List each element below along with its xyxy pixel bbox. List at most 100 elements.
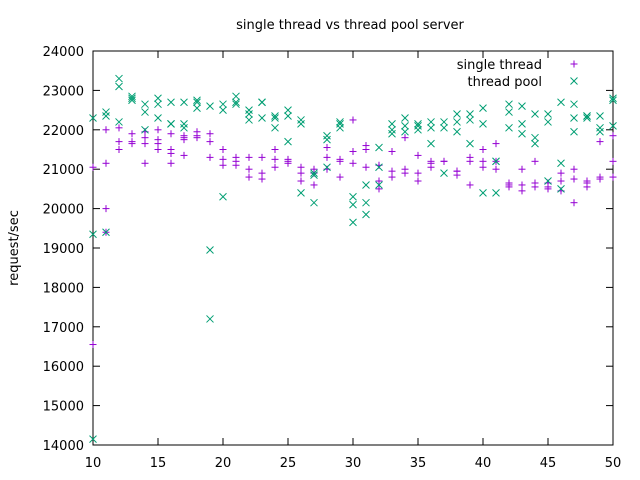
thread-pool-point [388, 125, 396, 134]
thread-pool-point-d2 [388, 120, 396, 128]
thread-pool-point-d2 [440, 118, 448, 126]
thread-pool-point-d2 [258, 114, 266, 122]
y-tick-label: 23000 [43, 84, 84, 99]
thread-pool-point [375, 163, 383, 172]
thread-pool-point-d2 [180, 123, 188, 132]
thread-pool-point-d2 [388, 125, 396, 134]
thread-pool-point-d2 [206, 102, 214, 111]
thread-pool-point [557, 159, 565, 168]
single-thread-point [453, 167, 461, 175]
thread-pool-point [284, 112, 292, 120]
thread-pool-point-d2 [609, 94, 617, 103]
single-thread-point [414, 151, 422, 159]
thread-pool-point [544, 177, 552, 185]
x-tick-label: 35 [410, 456, 427, 471]
thread-pool-point [531, 133, 539, 142]
thread-pool-point-d2 [128, 92, 136, 101]
single-thread-point [518, 187, 526, 195]
thread-pool-point-d2 [115, 82, 123, 91]
thread-pool-point-d2 [245, 116, 253, 124]
single-thread-point [583, 177, 591, 185]
thread-pool-point [414, 122, 422, 130]
thread-pool-point-d2 [440, 169, 448, 177]
single-thread-point [193, 128, 201, 136]
thread-pool-point-d2 [232, 98, 240, 107]
thread-pool-point [362, 181, 370, 189]
thread-pool-point-d2 [193, 104, 201, 112]
thread-pool-point-d2 [479, 120, 487, 128]
single-thread-point [401, 134, 409, 142]
thread-pool-point-d2 [583, 114, 591, 122]
thread-pool-point [245, 110, 253, 118]
thread-pool-point-d2 [479, 188, 487, 197]
thread-pool-point [401, 114, 409, 122]
single-thread-point [466, 153, 474, 161]
single-thread-point [336, 155, 344, 163]
thread-pool-point [89, 114, 97, 122]
single-thread-point [115, 124, 123, 132]
thread-pool-point [336, 123, 344, 132]
thread-pool-point [193, 96, 201, 105]
single-thread-point [349, 147, 357, 155]
single-thread-point [544, 183, 552, 191]
single-thread-point [154, 140, 162, 148]
thread-pool-point-d2 [154, 100, 162, 109]
thread-pool-point-d2 [258, 98, 266, 107]
single-thread-point [297, 163, 305, 171]
single-thread-point [219, 146, 227, 153]
thread-pool-point [414, 125, 422, 134]
thread-pool-point-d2 [453, 127, 461, 136]
single-thread-point [609, 132, 617, 140]
single-thread-point [596, 138, 604, 146]
thread-pool-point [310, 171, 318, 179]
single-thread-point [258, 169, 266, 177]
thread-pool-point [115, 74, 123, 83]
x-tick-label: 40 [475, 456, 492, 471]
thread-pool-point [518, 120, 526, 128]
single-thread-point [388, 173, 396, 181]
single-thread-point [102, 205, 110, 213]
thread-pool-point [440, 123, 448, 132]
thread-pool-point [141, 100, 149, 109]
single-thread-point [141, 134, 149, 142]
thread-pool-point-d2 [531, 110, 539, 118]
thread-pool-point [466, 110, 474, 118]
thread-pool-point-d2 [583, 112, 591, 120]
single-thread-point [518, 165, 526, 173]
thread-pool-point [349, 192, 357, 201]
single-thread-point [323, 153, 331, 161]
thread-pool-point-d2 [518, 129, 526, 138]
thread-pool-point-d2 [362, 181, 370, 189]
single-thread-point [401, 165, 409, 173]
single-thread-point [479, 157, 487, 165]
thread-pool-point-d2 [232, 100, 240, 109]
thread-pool-point-d2 [336, 120, 344, 128]
thread-pool-point [128, 96, 136, 105]
thread-pool-point-d2 [141, 108, 149, 116]
single-thread-point [531, 157, 539, 165]
thread-pool-point [596, 112, 604, 120]
thread-pool-point [505, 123, 513, 132]
thread-pool-point-d2 [518, 120, 526, 128]
single-thread-point [115, 138, 123, 146]
thread-pool-point [570, 114, 578, 122]
thread-pool-point-d2 [544, 110, 552, 118]
thread-pool-point-d2 [531, 139, 539, 148]
thread-pool-point [505, 100, 513, 109]
y-tick-label: 22000 [43, 124, 84, 139]
thread-pool-point [232, 92, 240, 101]
thread-pool-point-d2 [297, 188, 305, 197]
single-thread-point [271, 155, 279, 163]
single-thread-point [167, 146, 175, 153]
single-thread-point [206, 153, 214, 161]
thread-pool-point [427, 118, 435, 126]
thread-pool-point-d2 [375, 163, 383, 172]
thread-pool-point-d2 [284, 106, 292, 114]
thread-pool-point-d2 [310, 198, 318, 207]
thread-pool-point-d2 [219, 100, 227, 109]
thread-pool-point-d2 [609, 122, 617, 130]
thread-pool-point [271, 123, 279, 132]
thread-pool-point [271, 114, 279, 122]
thread-pool-point-d2 [206, 246, 214, 254]
